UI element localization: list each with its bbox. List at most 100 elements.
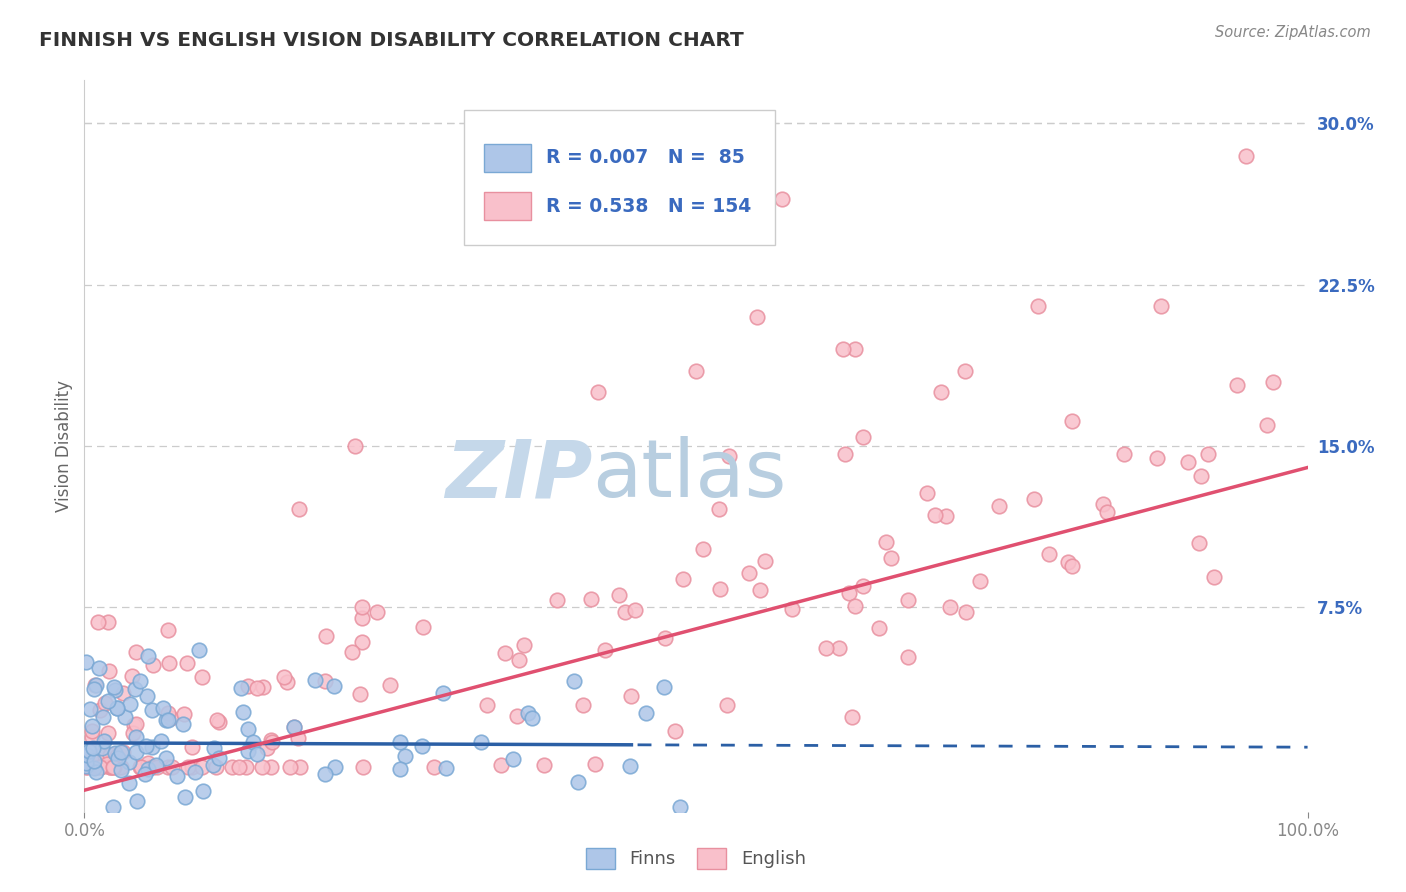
Point [103, 747, 125, 761]
Point [304, 673, 326, 687]
Point [96, 694, 118, 708]
Point [118, 755, 141, 769]
Point [1263, 376, 1285, 390]
Point [202, 741, 225, 756]
Point [97, 726, 120, 740]
Point [619, 758, 641, 772]
Point [288, 501, 311, 516]
Point [141, 739, 163, 754]
Point [122, 726, 145, 740]
Point [581, 591, 603, 606]
Point [669, 800, 692, 814]
Point [562, 674, 585, 689]
Point [567, 774, 589, 789]
Point [583, 756, 606, 771]
Point [969, 574, 991, 588]
Point [242, 734, 264, 748]
Point [897, 593, 920, 607]
Point [105, 701, 128, 715]
Point [89, 703, 111, 717]
Point [494, 646, 516, 660]
Point [1038, 547, 1060, 561]
Point [89, 747, 111, 762]
Point [838, 586, 860, 600]
Point [82, 719, 104, 733]
Point [707, 502, 730, 516]
Point [98, 748, 121, 763]
Point [172, 717, 194, 731]
FancyBboxPatch shape [484, 144, 531, 171]
Point [852, 429, 875, 443]
Point [236, 679, 259, 693]
Point [276, 674, 298, 689]
Point [232, 705, 254, 719]
Point [352, 611, 374, 625]
Point [136, 689, 159, 703]
Point [1146, 451, 1168, 466]
Point [844, 342, 866, 356]
Point [546, 592, 568, 607]
Point [141, 703, 163, 717]
Point [118, 776, 141, 790]
Point [142, 759, 165, 773]
Point [91, 710, 114, 724]
Point [378, 678, 401, 692]
Point [1095, 504, 1118, 518]
Point [120, 697, 142, 711]
Point [121, 669, 143, 683]
Point [134, 767, 156, 781]
Point [96, 756, 118, 771]
Point [935, 509, 957, 524]
Point [104, 682, 127, 697]
Point [114, 710, 136, 724]
Point [235, 759, 257, 773]
Point [314, 674, 336, 689]
Point [423, 759, 446, 773]
Point [388, 734, 411, 748]
Point [814, 641, 837, 656]
Point [834, 447, 856, 461]
Point [246, 747, 269, 761]
Point [125, 645, 148, 659]
Point [183, 764, 205, 779]
Point [432, 686, 454, 700]
Point [98, 759, 121, 773]
Point [1022, 491, 1045, 506]
Point [101, 800, 124, 814]
Point [533, 758, 555, 772]
Point [394, 748, 416, 763]
Point [176, 657, 198, 671]
Point [260, 735, 283, 749]
Point [477, 698, 499, 712]
Text: R = 0.538   N = 154: R = 0.538 N = 154 [546, 196, 751, 216]
Point [716, 698, 738, 712]
Point [125, 730, 148, 744]
Point [76, 747, 98, 762]
Point [100, 759, 122, 773]
Point [107, 759, 129, 773]
Point [288, 759, 311, 773]
Point [939, 599, 962, 614]
Point [352, 759, 374, 773]
Text: FINNISH VS ENGLISH VISION DISABILITY CORRELATION CHART: FINNISH VS ENGLISH VISION DISABILITY COR… [39, 31, 744, 50]
Point [852, 579, 875, 593]
Point [221, 759, 243, 773]
Point [83, 761, 105, 775]
Point [107, 751, 129, 765]
Point [828, 640, 851, 655]
Point [160, 759, 183, 773]
Point [692, 541, 714, 556]
Point [672, 573, 695, 587]
Point [246, 681, 269, 695]
Point [323, 679, 346, 693]
Point [138, 649, 160, 664]
Point [87, 615, 110, 630]
Point [191, 784, 214, 798]
Point [517, 706, 540, 720]
Point [434, 761, 457, 775]
Point [90, 741, 112, 756]
Point [157, 706, 180, 720]
Point [685, 364, 707, 378]
Point [180, 759, 202, 773]
Point [654, 631, 676, 645]
